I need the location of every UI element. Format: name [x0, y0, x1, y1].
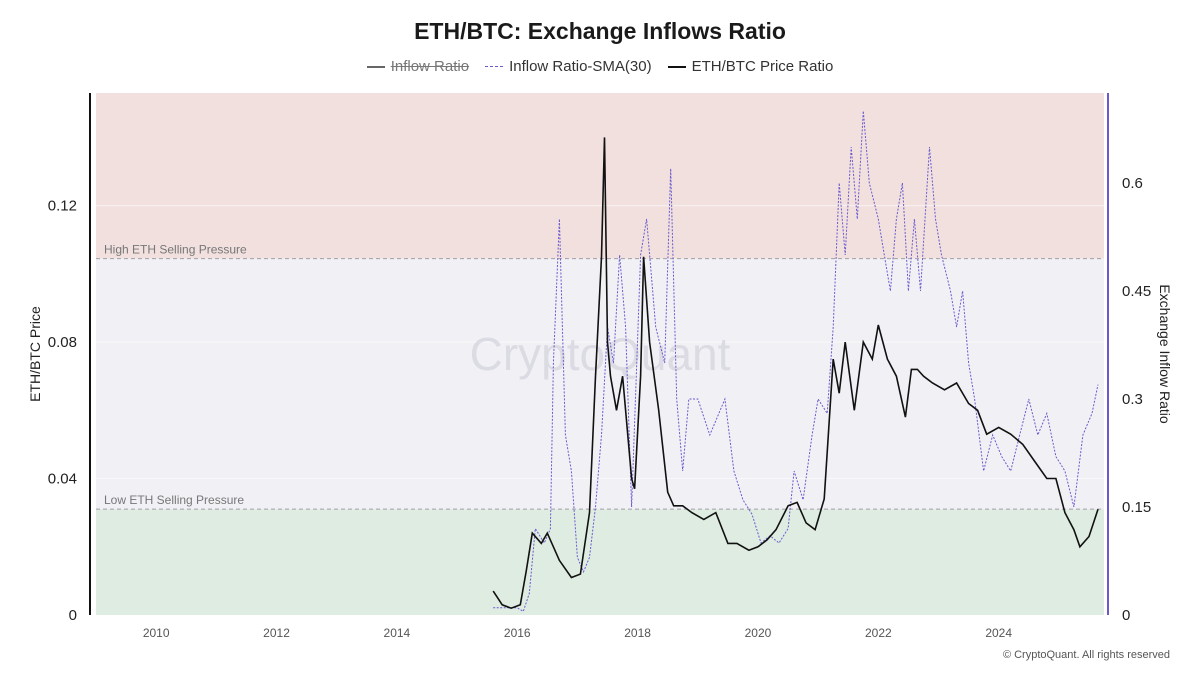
- legend-label-ethbtc-price: ETH/BTC Price Ratio: [691, 58, 834, 75]
- low-selling-pressure-zone: [96, 509, 1104, 615]
- high-selling-pressure-zone: [96, 93, 1104, 259]
- left-tick-label: 0.08: [48, 334, 77, 351]
- x-tick-label: 2024: [985, 626, 1012, 640]
- watermark: CryptoQuant: [470, 328, 731, 380]
- x-tick-label: 2020: [745, 626, 772, 640]
- x-tick-label: 2016: [504, 626, 531, 640]
- legend-swatch-inflow-ratio-sma: [485, 66, 504, 67]
- right-tick-label: 0.15: [1122, 499, 1151, 516]
- left-tick-label: 0: [69, 607, 77, 624]
- low-zone-label: Low ETH Selling Pressure: [104, 493, 244, 507]
- x-tick-label: 2010: [143, 626, 170, 640]
- x-tick-label: 2022: [865, 626, 892, 640]
- ethbtc-price-line: [492, 137, 1099, 610]
- x-tick-label: 2018: [624, 626, 651, 640]
- legend-item-ethbtc-price[interactable]: ETH/BTC Price Ratio: [667, 58, 834, 75]
- chart-title: ETH/BTC: Exchange Inflows Ratio: [414, 18, 786, 44]
- right-tick-label: 0: [1122, 607, 1130, 624]
- legend-swatch-ethbtc-price: [667, 65, 686, 68]
- left-tick-label: 0.04: [48, 471, 77, 488]
- high-zone-label: High ETH Selling Pressure: [104, 243, 247, 257]
- x-tick-label: 2012: [263, 626, 290, 640]
- legend-item-inflow-ratio-sma[interactable]: Inflow Ratio-SMA(30): [485, 58, 652, 75]
- right-tick-label: 0.3: [1122, 391, 1143, 408]
- left-axis-ticks: 0 0.04 0.08 0.12: [48, 198, 77, 624]
- legend-item-inflow-ratio[interactable]: Inflow Ratio: [366, 58, 470, 75]
- copyright-footer: © CryptoQuant. All rights reserved: [1002, 649, 1170, 661]
- right-tick-label: 0.6: [1122, 175, 1143, 192]
- legend: Inflow Ratio Inflow Ratio-SMA(30) ETH/BT…: [0, 58, 1200, 75]
- gridlines: [96, 205, 1104, 480]
- x-tick-label: 2014: [384, 626, 411, 640]
- x-axis-ticks: 2010 2012 2014 2016 2018 2020 2022 2024: [143, 626, 1013, 640]
- legend-label-inflow-ratio-sma: Inflow Ratio-SMA(30): [509, 58, 652, 75]
- right-tick-label: 0.45: [1122, 283, 1151, 300]
- right-axis-label: Exchange Inflow Ratio: [1157, 284, 1173, 424]
- left-axis-label: ETH/BTC Price: [27, 306, 43, 402]
- inflow-ratio-sma-line: [493, 110, 1099, 613]
- left-tick-label: 0.12: [48, 198, 77, 215]
- right-axis-ticks: 0 0.15 0.3 0.45 0.6: [1122, 175, 1151, 624]
- legend-label-inflow-ratio: Inflow Ratio: [390, 58, 470, 75]
- legend-swatch-inflow-ratio: [366, 65, 385, 68]
